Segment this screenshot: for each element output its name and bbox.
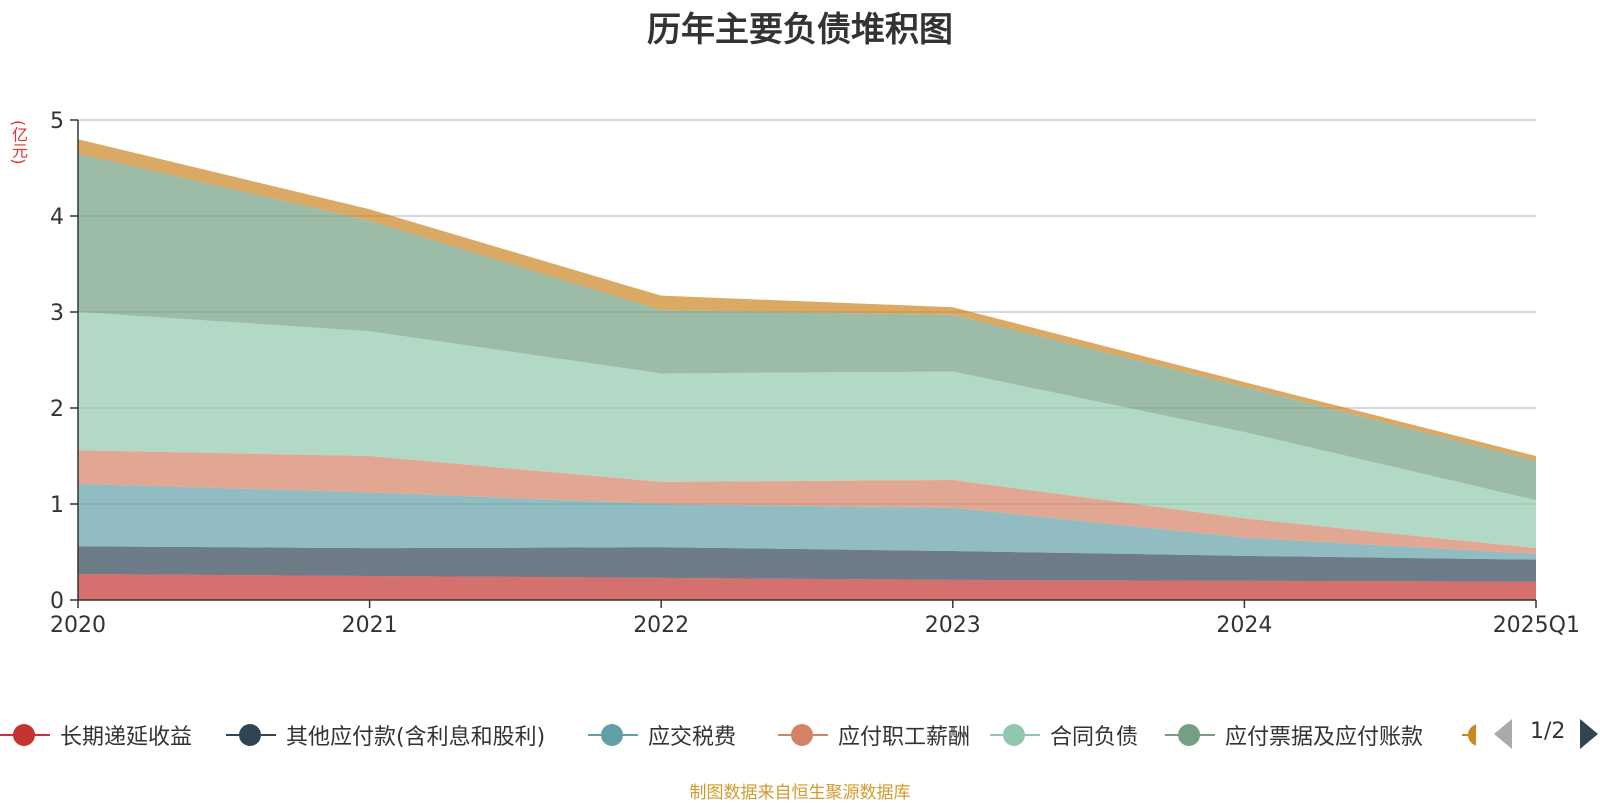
- legend-marker-icon: [1462, 717, 1476, 753]
- area-series-4: [78, 450, 1536, 554]
- y-tick-label: 2: [50, 397, 64, 422]
- chart-title: 历年主要负债堆积图: [647, 10, 953, 50]
- legend-item[interactable]: 应付职工薪酬: [778, 717, 970, 753]
- x-tick-label: 2021: [342, 613, 398, 638]
- data-source-footer: 制图数据来自恒生聚源数据库: [689, 783, 911, 803]
- legend-marker-icon: [778, 717, 828, 753]
- legend-label: 长期递延收益: [60, 725, 193, 750]
- y-tick-label: 1: [50, 493, 64, 518]
- legend-label: 应付票据及应付账款: [1225, 725, 1424, 750]
- legend-item[interactable]: 其他应付款(含利息和股利): [226, 717, 545, 753]
- legend-page-indicator: 1/2: [1530, 719, 1566, 744]
- x-tick-label: 2022: [633, 613, 689, 638]
- y-tick-label: 4: [50, 205, 64, 230]
- chart-plot-area: 0 1 2 3 4 5 2020 2021 2022 2023 2024 2025Q1: [50, 109, 1580, 638]
- legend-marker-icon: [0, 717, 50, 753]
- legend-label: 合同负债: [1050, 725, 1139, 750]
- x-tick-label: 2025Q1: [1493, 613, 1580, 638]
- area-series-1: [78, 574, 1536, 600]
- legend-label: 应交税费: [648, 725, 737, 750]
- legend-marker-icon: [226, 717, 276, 753]
- legend-item[interactable]: 应交税费: [588, 717, 736, 753]
- area-series-3: [78, 483, 1536, 560]
- legend-marker-icon: [588, 717, 638, 753]
- legend-prev-page-button[interactable]: [1494, 719, 1512, 749]
- area-series-2: [78, 546, 1536, 582]
- legend-next-page-button[interactable]: [1580, 719, 1598, 749]
- x-tick-label: 2023: [925, 613, 981, 638]
- legend-marker-icon: [990, 717, 1040, 753]
- legend-marker-icon: [1165, 717, 1215, 753]
- legend-item[interactable]: 应付票据及应付账款: [1165, 717, 1423, 753]
- legend-item[interactable]: 合同负债: [990, 717, 1138, 753]
- legend-item[interactable]: 长期递延收益: [0, 717, 192, 753]
- y-axis-unit-label: (亿元): [9, 120, 28, 165]
- y-tick-label: 0: [50, 589, 64, 614]
- legend-label: 其他应付款(含利息和股利): [286, 725, 546, 750]
- legend-label: 应付职工薪酬: [838, 725, 971, 750]
- x-tick-label: 2020: [50, 613, 106, 638]
- area-series-5: [78, 312, 1536, 549]
- x-tick-label: 2024: [1216, 613, 1272, 638]
- y-tick-label: 5: [50, 109, 64, 134]
- legend: 长期递延收益 其他应付款(含利息和股利) 应交税费 应付职工薪酬 合同负债 应付票据及应付…: [0, 717, 1600, 757]
- area-series-6: [78, 153, 1536, 501]
- y-tick-label: 3: [50, 301, 64, 326]
